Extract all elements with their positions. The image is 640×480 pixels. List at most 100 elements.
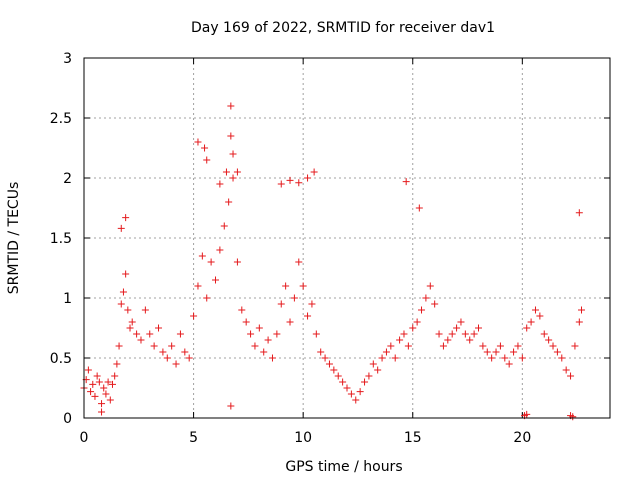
data-point [286,176,294,184]
x-axis-label: GPS time / hours [285,459,402,475]
data-point [479,342,487,350]
data-point [531,306,539,314]
axis-ticks: 0 0.5 1 1.5 2 2.5 3 0 5 10 15 20 [50,51,610,446]
data-point [413,318,421,326]
data-point [470,330,478,338]
y-tick-label: 0.5 [50,351,72,367]
data-point [194,138,202,146]
data-point [227,102,235,110]
data-point [317,348,325,356]
data-point [203,294,211,302]
y-tick-label: 1.5 [50,231,72,247]
data-point [483,348,491,356]
data-point [457,318,465,326]
plot-frame [83,57,611,419]
data-point [369,360,377,368]
data-point [119,288,127,296]
data-point [361,378,369,386]
data-point [290,294,298,302]
data-point [260,348,268,356]
data-point [461,330,469,338]
data-point [343,384,351,392]
data-point [89,380,97,388]
data-point [286,318,294,326]
data-point [255,324,263,332]
data-point [150,342,158,350]
data-point [415,204,423,212]
data-point [402,178,410,186]
data-point [334,372,342,380]
data-point [251,342,259,350]
data-point [553,348,561,356]
data-point [382,348,390,356]
data-point [277,180,285,188]
data-point [84,366,92,374]
data-point [220,222,228,230]
data-point [122,270,130,278]
data-point [238,306,246,314]
data-point [501,354,509,362]
chart-title: Day 169 of 2022, SRMTID for receiver dav… [191,20,495,36]
data-point [185,354,193,362]
data-point [549,342,557,350]
x-tick-label: 0 [80,430,89,446]
data-point [378,354,386,362]
data-point [233,258,241,266]
data-point [93,372,101,380]
data-point [225,198,233,206]
data-point [233,168,241,176]
data-point [98,400,106,408]
data-point [540,330,548,338]
data-point [310,168,318,176]
data-point [571,342,579,350]
data-point [172,360,180,368]
data-point [527,318,535,326]
data-point [264,336,272,344]
data-point [374,366,382,374]
data-point [295,258,303,266]
data-point [95,378,103,386]
data-point [569,413,577,421]
data-point [155,324,163,332]
data-point [122,214,130,222]
data-point [168,342,176,350]
data-point [91,392,99,400]
x-tick-label: 5 [189,430,198,446]
data-point [418,306,426,314]
data-point [229,150,237,158]
data-point [435,330,443,338]
data-point [242,318,250,326]
data-point [396,336,404,344]
data-point [304,312,312,320]
data-point [163,354,171,362]
data-point [299,282,307,290]
data-point [104,378,112,386]
data-point [387,342,395,350]
data-point [181,348,189,356]
data-point [98,408,106,416]
data-point [133,330,141,338]
x-tick-label: 15 [404,430,422,446]
data-point [203,156,211,164]
data-point [207,258,215,266]
grid-lines [84,58,610,418]
data-point [575,209,583,217]
data-point [339,378,347,386]
data-point [439,342,447,350]
data-point [404,342,412,350]
data-point [448,330,456,338]
data-point [247,330,255,338]
data-point [523,410,531,418]
data-point [124,306,132,314]
y-tick-label: 2.5 [50,111,72,127]
data-point [87,388,95,396]
data-point [117,300,125,308]
data-point [558,354,566,362]
data-point [409,324,417,332]
data-point [141,306,149,314]
data-point [330,366,338,374]
data-point [159,348,167,356]
data-point [400,330,408,338]
data-point [277,300,285,308]
